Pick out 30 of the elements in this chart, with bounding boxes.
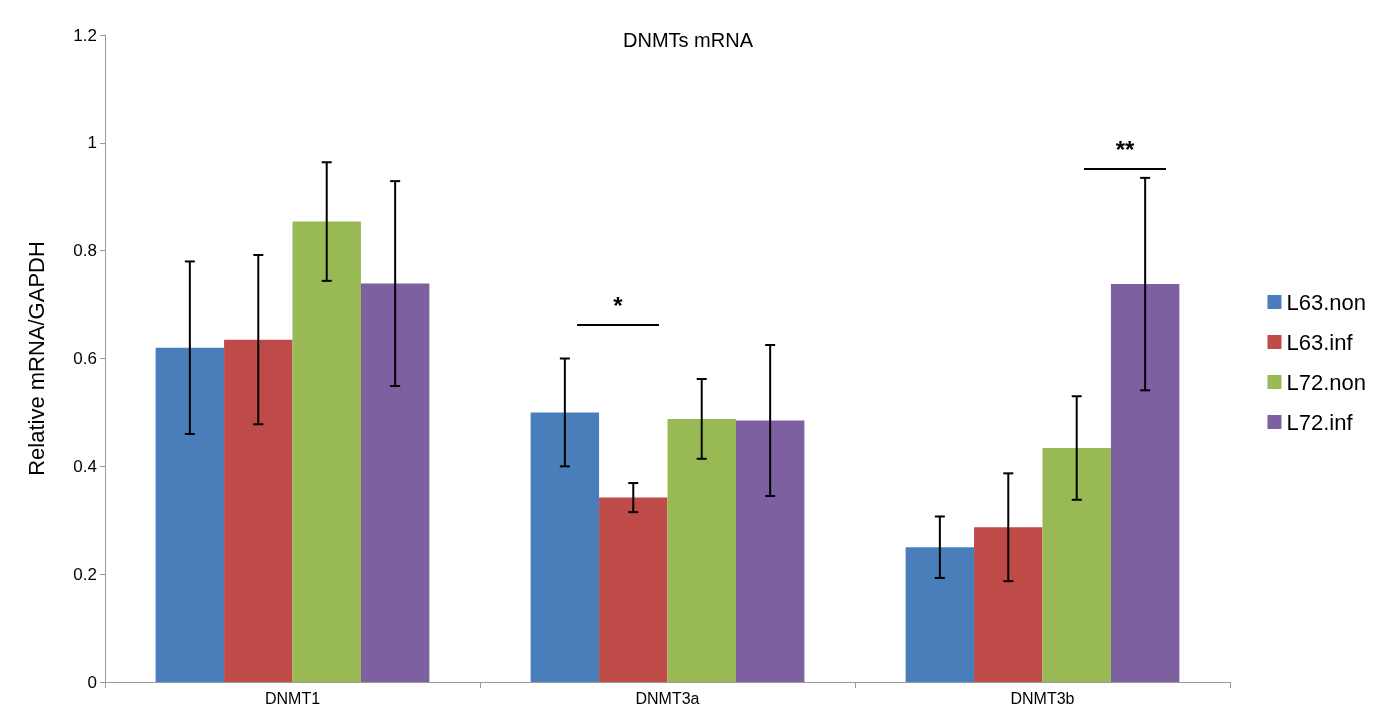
bar — [599, 497, 668, 682]
bar — [905, 547, 975, 682]
annotation: * — [613, 292, 623, 320]
x-tick-label: DNMT3b — [1010, 689, 1075, 707]
bar — [530, 412, 600, 682]
bar — [224, 339, 293, 682]
bar — [155, 347, 225, 682]
bar — [1110, 284, 1180, 682]
y-tick-label: 1 — [87, 133, 97, 153]
chart-title: DNMTs mRNA — [623, 29, 754, 51]
x-tick-label: DNMT3a — [635, 689, 700, 707]
bar — [1042, 448, 1111, 682]
legend-label: L72.non — [1286, 369, 1367, 395]
y-tick-label: 1.2 — [73, 25, 97, 45]
bar — [667, 418, 736, 682]
legend-label: L72.inf — [1286, 409, 1354, 435]
bar — [292, 221, 361, 682]
y-axis-title: Relative mRNA/GAPDH — [23, 241, 49, 476]
bar — [735, 420, 805, 682]
bar — [360, 283, 430, 682]
y-tick-label: 0.4 — [73, 456, 97, 476]
y-tick-label: 0 — [87, 672, 97, 692]
annotation: ** — [1115, 136, 1135, 164]
x-tick-label: DNMT1 — [264, 689, 321, 707]
legend-label: L63.non — [1286, 289, 1367, 315]
y-tick-label: 0.2 — [73, 564, 97, 584]
bar — [974, 527, 1043, 682]
y-tick-label: 0.6 — [73, 349, 97, 368]
y-tick-label: 0.8 — [73, 241, 97, 261]
legend-label: L63.inf — [1286, 329, 1354, 355]
